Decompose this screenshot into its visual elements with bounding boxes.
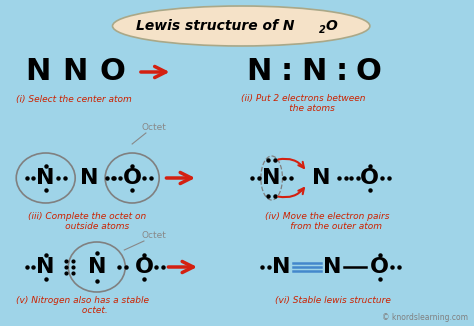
Text: O: O — [135, 257, 154, 277]
Text: N: N — [246, 57, 272, 86]
Text: N: N — [80, 168, 98, 188]
Text: Octet: Octet — [141, 231, 166, 240]
Text: (iii) Complete the octet on
       outside atoms: (iii) Complete the octet on outside atom… — [28, 212, 146, 231]
Text: (ii) Put 2 electrons between
      the atoms: (ii) Put 2 electrons between the atoms — [241, 94, 365, 113]
Text: O: O — [356, 57, 382, 86]
Text: (v) Nitrogen also has a stable
         octet.: (v) Nitrogen also has a stable octet. — [16, 296, 148, 315]
Text: (i) Select the center atom: (i) Select the center atom — [16, 95, 132, 104]
Text: N: N — [25, 57, 51, 86]
Text: © knordslearning.com: © knordslearning.com — [382, 313, 468, 322]
Text: N: N — [263, 168, 281, 188]
Text: N: N — [63, 57, 88, 86]
Text: N: N — [323, 257, 342, 277]
Text: O: O — [100, 57, 126, 86]
Text: N: N — [272, 257, 291, 277]
Text: N: N — [88, 257, 106, 277]
Ellipse shape — [113, 7, 369, 45]
Text: Octet: Octet — [141, 123, 166, 132]
Text: O: O — [370, 257, 389, 277]
Text: O: O — [123, 168, 142, 188]
Text: (iv) Move the electron pairs
      from the outer atom: (iv) Move the electron pairs from the ou… — [265, 212, 390, 231]
Text: N: N — [301, 57, 327, 86]
Text: Lewis structure of N: Lewis structure of N — [136, 19, 294, 33]
Text: :: : — [280, 57, 292, 86]
Text: :: : — [335, 57, 347, 86]
Text: N: N — [36, 257, 55, 277]
Text: O: O — [326, 19, 337, 33]
Text: (vi) Stable lewis structure: (vi) Stable lewis structure — [274, 296, 391, 305]
Text: 2: 2 — [319, 25, 326, 35]
Text: N: N — [311, 168, 330, 188]
Text: O: O — [360, 168, 379, 188]
Text: N: N — [36, 168, 55, 188]
